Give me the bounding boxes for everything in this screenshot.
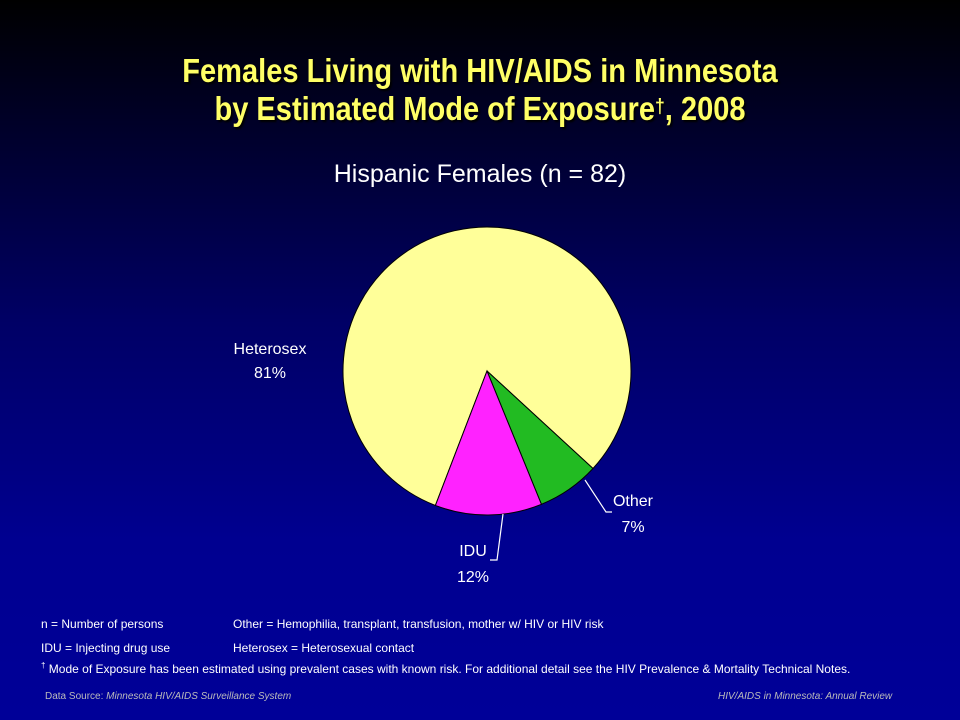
chart-title-line-2: by Estimated Mode of Exposure†, 2008 <box>58 90 903 128</box>
footer-source-label: Data Source: <box>45 691 104 702</box>
footer-publication: HIV/AIDS in Minnesota: Annual Review <box>718 691 892 702</box>
title-dagger: † <box>654 96 665 118</box>
note-dagger: † <box>41 661 46 670</box>
pie-slice-idu <box>434 369 543 516</box>
note-idu-definition: IDU = Injecting drug use <box>41 641 171 655</box>
slice-value-heterosex: 81% <box>254 365 286 382</box>
pie-chart: Heterosex 81% Other 7% IDU 12% <box>234 226 654 586</box>
leader-line-idu <box>490 513 504 561</box>
note-mode-text: Mode of Exposure has been estimated usin… <box>48 662 851 676</box>
title-line-2-text: by Estimated Mode of Exposure <box>214 90 655 127</box>
title-year: , 2008 <box>664 90 746 127</box>
leader-line-other <box>584 479 612 513</box>
slice-label-idu: IDU <box>459 543 487 560</box>
pie-slice-heterosex <box>342 226 632 507</box>
slice-value-idu: 12% <box>457 569 489 586</box>
slice-label-heterosex: Heterosex <box>234 341 307 358</box>
note-heterosex-definition: Heterosex = Heterosexual contact <box>233 641 415 655</box>
pie-subtitle: Hispanic Females (n = 82) <box>333 160 627 188</box>
footer-data-source: Data Source: Minnesota HIV/AIDS Surveill… <box>45 691 291 702</box>
note-n-definition: n = Number of persons <box>41 617 164 631</box>
slice-label-other: Other <box>613 493 654 510</box>
footer-source-value: Minnesota HIV/AIDS Surveillance System <box>106 691 292 702</box>
footer-publication-text: HIV/AIDS in Minnesota: Annual Review <box>718 691 893 702</box>
note-other-definition: Other = Hemophilia, transplant, transfus… <box>233 617 604 631</box>
slice-value-other: 7% <box>621 519 644 536</box>
chart-title-line-1: Females Living with HIV/AIDS in Minnesot… <box>182 52 778 89</box>
note-mode-of-exposure: † Mode of Exposure has been estimated us… <box>41 661 850 676</box>
